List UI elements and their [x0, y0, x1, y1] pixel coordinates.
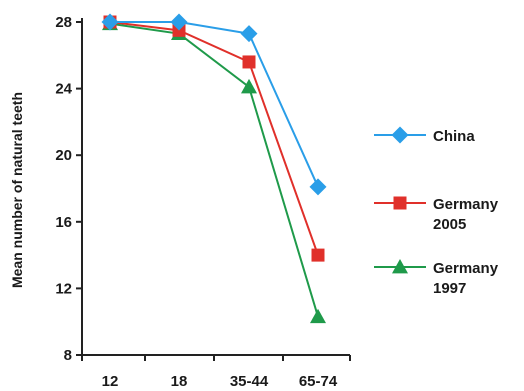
data-point-china — [170, 13, 188, 31]
legend-label: 2005 — [433, 216, 466, 233]
data-point-germany-1997 — [310, 308, 326, 324]
legend-item-germany-2005: Germany 2005 — [374, 196, 499, 233]
x-tick-label: 35-44 — [230, 373, 269, 390]
y-tick-label: 12 — [55, 280, 72, 297]
series-line-china — [110, 21, 319, 188]
legend-marker — [392, 259, 408, 274]
data-point-germany-2005 — [311, 248, 325, 262]
y-tick-label: 8 — [64, 347, 72, 364]
legend: China Germany 2005 Germany 1997 — [374, 126, 499, 297]
y-axis-title: Mean number of natural teeth — [9, 92, 25, 288]
y-tick-label: 16 — [55, 214, 72, 231]
series-layer — [101, 13, 327, 324]
y-tick-label: 24 — [55, 81, 72, 98]
legend-marker — [391, 126, 409, 144]
legend-item-china: China — [374, 126, 475, 145]
legend-item-germany-1997: Germany 1997 — [374, 259, 499, 297]
data-point-china — [309, 178, 327, 196]
data-point-germany-1997 — [241, 78, 257, 94]
series-line-germany-1997 — [109, 22, 319, 317]
series-line-germany-2005 — [109, 21, 319, 256]
legend-label: 1997 — [433, 280, 466, 297]
data-point-germany-2005 — [242, 55, 256, 69]
legend-label: Germany — [433, 196, 499, 213]
chart-axes: 8 12 16 20 24 28 12 18 35-44 65-74 — [55, 14, 351, 390]
legend-label: Germany — [433, 260, 499, 277]
legend-marker — [393, 196, 407, 210]
y-tick-label: 20 — [55, 147, 72, 164]
series-china — [101, 13, 327, 196]
x-tick-label: 65-74 — [299, 373, 338, 390]
y-tick-label: 28 — [55, 14, 72, 31]
x-tick-label: 12 — [102, 373, 119, 390]
x-tick-label: 18 — [171, 373, 188, 390]
legend-label: China — [433, 128, 475, 145]
data-point-china — [101, 13, 119, 31]
series-germany-1997 — [102, 15, 326, 324]
data-point-china — [240, 25, 258, 43]
